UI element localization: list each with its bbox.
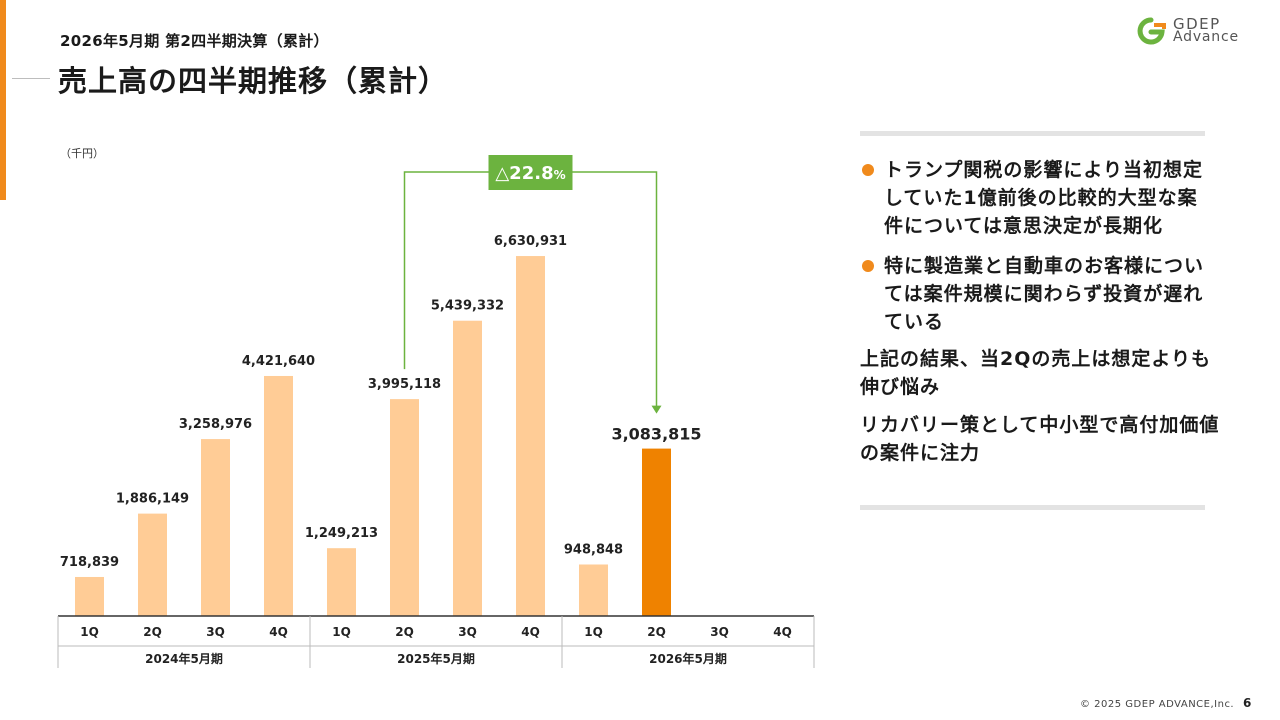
bullet-text: トランプ関税の影響により当初想定していた1億前後の比較的大型な案件については意思… (884, 159, 1204, 237)
category-tick-label: 3Q (458, 625, 477, 639)
bar-value-label: 5,439,332 (431, 299, 504, 314)
bar (516, 256, 545, 616)
category-tick-label: 4Q (269, 625, 288, 639)
panel-top-rule (860, 131, 1205, 136)
page-title: 売上高の四半期推移（累計） (58, 64, 449, 98)
bar (264, 375, 293, 616)
category-tick-label: 4Q (521, 625, 540, 639)
fiscal-year-label: 2025年5月期 (397, 651, 475, 666)
copyright: © 2025 GDEP ADVANCE,Inc. (1080, 699, 1235, 710)
bar (138, 513, 167, 616)
annotation-badge (488, 155, 573, 190)
fiscal-year-label: 2024年5月期 (145, 651, 223, 666)
bar (453, 320, 482, 616)
category-tick-label: 2Q (395, 625, 414, 639)
bar-value-label: 1,249,213 (305, 526, 378, 541)
category-tick-label: 3Q (710, 625, 729, 639)
bullet-item: トランプ関税の影響により当初想定していた1億前後の比較的大型な案件については意思… (862, 156, 1212, 240)
category-tick-label: 1Q (80, 625, 99, 639)
category-tick-label: 2Q (647, 625, 666, 639)
logo-line-1: GDEP (1173, 15, 1221, 33)
bar (327, 548, 356, 616)
bar-value-label: 1,886,149 (116, 492, 189, 507)
bullet-item: 特に製造業と自動車のお客様については案件規模に関わらず投資が遅れている (862, 252, 1212, 336)
page-number: 6 (1243, 696, 1252, 710)
chart-unit-label: （千円） (60, 147, 104, 160)
accent-bar (0, 0, 6, 200)
bar-value-label: 4,421,640 (242, 354, 315, 369)
sales-bar-chart: 718,839 1,886,149 3,258,976 4,421,640 1,249,… (57, 155, 815, 668)
category-tick-label: 4Q (773, 625, 792, 639)
bar (642, 448, 671, 616)
company-logo: GDEP Advance (1135, 16, 1265, 50)
fiscal-year-label: 2026年5月期 (649, 651, 727, 666)
category-tick-label: 2Q (143, 625, 162, 639)
summary-text: 上記の結果、当2Qの売上は想定よりも伸び悩み (860, 348, 1211, 398)
logo-line-2: Advance (1173, 29, 1239, 45)
bullet-dot-icon (862, 260, 874, 272)
panel-bottom-rule (860, 505, 1205, 510)
category-tick-label: 1Q (584, 625, 603, 639)
arrow-down-icon (651, 405, 662, 414)
category-tick-label: 1Q (332, 625, 351, 639)
bullet-text: 特に製造業と自動車のお客様については案件規模に関わらず投資が遅れている (884, 255, 1205, 333)
logo-text: GDEP Advance (1173, 15, 1239, 45)
bar (579, 564, 608, 616)
bar-value-label: 3,083,815 (611, 425, 701, 444)
bar-value-label: 948,848 (564, 542, 623, 557)
logo-mark-icon (1137, 17, 1166, 45)
bar-value-label: 718,839 (60, 555, 119, 570)
category-tick-label: 3Q (206, 625, 225, 639)
annotation-text: △22.8% (495, 163, 565, 184)
bar (390, 399, 419, 616)
bar (75, 576, 104, 616)
recovery-text: リカバリー策として中小型で高付加価値の案件に注力 (860, 414, 1220, 464)
page-subtitle: 2026年5月期 第2四半期決算（累計） (60, 32, 329, 50)
bar (201, 439, 230, 616)
bullet-dot-icon (862, 164, 874, 176)
title-rule (12, 78, 50, 79)
bar-value-label: 6,630,931 (494, 234, 567, 249)
bar-value-label: 3,258,976 (179, 417, 252, 432)
bar-value-label: 3,995,118 (368, 377, 441, 392)
